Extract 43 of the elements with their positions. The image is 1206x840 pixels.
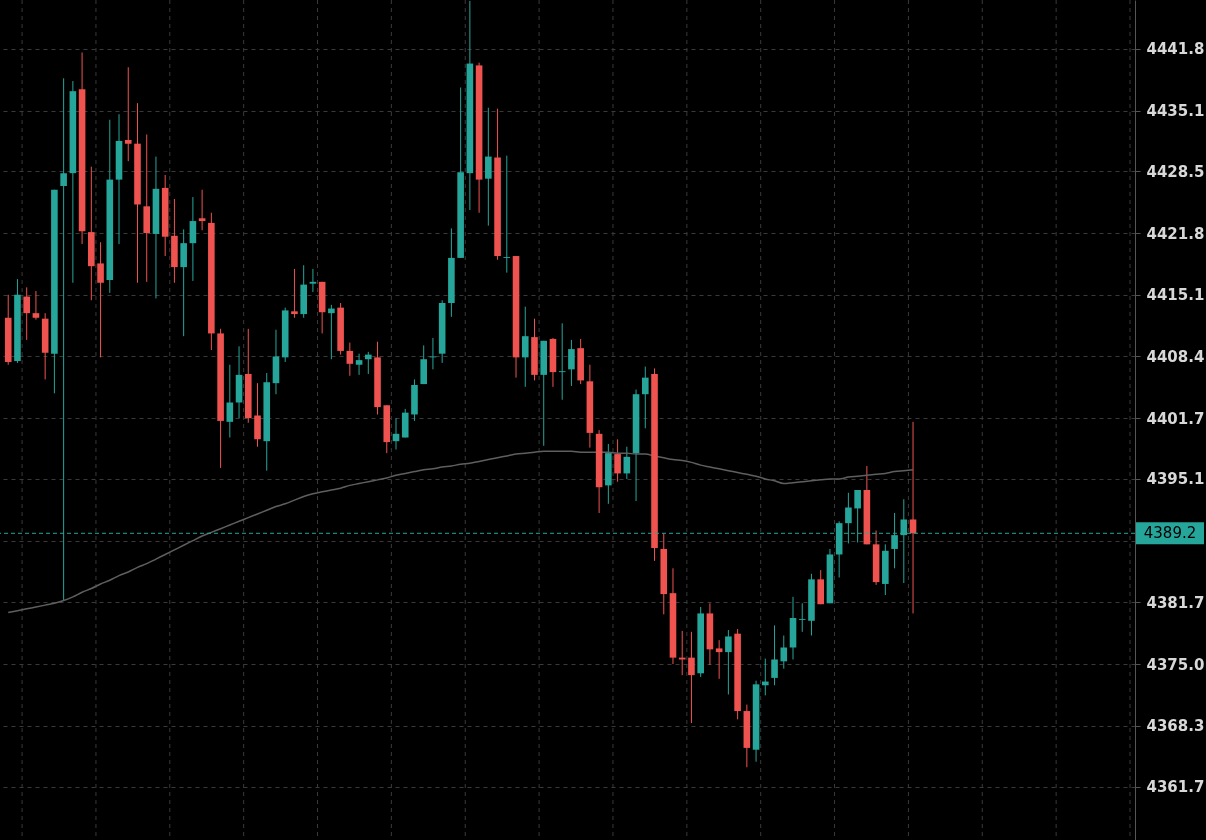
y-tick-label: 4415.1 — [1146, 286, 1205, 305]
candlestick — [641, 366, 649, 429]
ref-line-label: 4389.2 — [1143, 524, 1197, 543]
y-tick-label: 4441.8 — [1146, 40, 1205, 59]
candlestick — [725, 629, 732, 695]
y-tick-label: 4395.1 — [1146, 470, 1205, 489]
candlestick — [254, 382, 261, 448]
y-tick-label: 4408.4 — [1146, 347, 1205, 366]
candlestick — [715, 639, 723, 680]
candlestick — [909, 421, 917, 614]
candlestick — [568, 339, 575, 387]
candlestick — [614, 438, 621, 483]
candlestick — [309, 268, 317, 293]
candlestick — [23, 286, 30, 341]
candlestick — [558, 322, 566, 401]
candlestick — [189, 196, 197, 282]
y-tick-label: 4428.5 — [1146, 162, 1205, 181]
candlestick — [97, 241, 104, 358]
candlestick — [798, 602, 806, 633]
y-tick-label: 4368.3 — [1146, 717, 1205, 736]
candlestick — [771, 624, 778, 686]
y-tick-label: 4375.0 — [1146, 655, 1205, 674]
candlestick — [485, 107, 492, 227]
candlestick — [429, 337, 437, 370]
y-tick-label: 4401.7 — [1146, 409, 1205, 428]
candlestick — [124, 66, 132, 162]
y-tick-label: 4361.7 — [1146, 778, 1205, 797]
y-tick-label: 4421.8 — [1146, 224, 1205, 243]
candlestick — [291, 268, 298, 319]
candlestick — [688, 631, 695, 724]
candlestick — [346, 342, 354, 377]
candlestick — [521, 306, 529, 388]
candlestick — [365, 351, 372, 375]
candlestick — [180, 228, 187, 337]
y-tick-label: 4435.1 — [1146, 102, 1205, 121]
line-series — [7, 450, 914, 614]
candlestick — [780, 635, 788, 670]
candlestick — [328, 304, 335, 360]
candlestick — [32, 290, 40, 321]
candlestick — [503, 155, 511, 274]
y-tick-label: 4381.7 — [1146, 593, 1205, 612]
candlestick — [355, 353, 363, 376]
candlestick — [198, 189, 206, 231]
